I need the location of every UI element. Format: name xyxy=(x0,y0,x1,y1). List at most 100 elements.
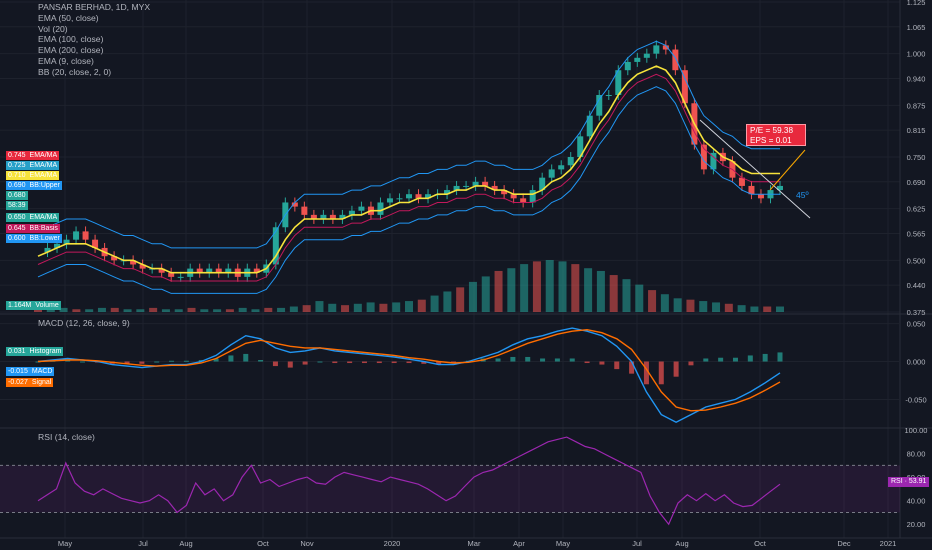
volume-bar xyxy=(468,281,477,312)
instrument-title[interactable]: PANSAR BERHAD, 1D, MYX xyxy=(38,2,151,12)
macd-pane[interactable] xyxy=(35,327,783,423)
macd-histogram-bar xyxy=(169,360,175,362)
candle-body xyxy=(130,260,137,265)
macd-title[interactable]: MACD (12, 26, close, 9) xyxy=(38,318,130,328)
candle-body xyxy=(653,45,660,54)
candle-body xyxy=(586,115,593,137)
candle-body xyxy=(329,214,336,219)
candle-body xyxy=(662,45,669,50)
macd-histogram-bar xyxy=(614,361,620,370)
macd-histogram-bar xyxy=(391,361,397,364)
price-label-value: 0.600 xyxy=(6,234,28,243)
candle-body xyxy=(482,181,489,186)
price-label-name: BB:Lower xyxy=(27,234,62,243)
rsi-pane[interactable] xyxy=(0,436,900,526)
candle-body xyxy=(348,210,355,215)
pe-text: P/E = 59.38 xyxy=(750,126,794,135)
volume-bar xyxy=(507,268,516,312)
indicator-ema100[interactable]: EMA (100, close) xyxy=(38,34,104,45)
price-label-name: Volume xyxy=(33,301,61,310)
candle-body xyxy=(139,264,146,269)
candle-body xyxy=(596,95,603,116)
macd-histogram-bar xyxy=(747,355,753,362)
volume-bar xyxy=(648,290,657,312)
macd-label: -0.015 MACD xyxy=(6,367,55,376)
macd-histogram-bar xyxy=(347,361,353,364)
eps-text: EPS = 0.01 xyxy=(750,136,792,145)
macd-histogram-bar xyxy=(673,361,679,377)
macd-label-value: -0.015 xyxy=(6,367,30,376)
macd-histogram-bar xyxy=(703,358,709,362)
macd-histogram-bar xyxy=(599,361,605,365)
candle-body xyxy=(567,157,574,166)
candle-body xyxy=(463,185,470,187)
macd-line xyxy=(37,327,781,423)
candle-body xyxy=(54,243,61,248)
y-tick-label: 0.875 xyxy=(907,101,926,110)
indicator-ema200[interactable]: EMA (200, close) xyxy=(38,45,104,56)
price-label: 1.164M Volume xyxy=(6,301,61,310)
price-label: 0.745 EMA/MA xyxy=(6,151,60,160)
volume-bar xyxy=(136,309,145,312)
indicator-bb[interactable]: BB (20, close, 2, 0) xyxy=(38,66,112,77)
macd-histogram-bar xyxy=(658,361,664,385)
volume-bar xyxy=(34,309,42,312)
candle-body xyxy=(681,70,688,104)
trend-line xyxy=(699,119,811,219)
macd-histogram-bar xyxy=(421,361,427,364)
price-label: 0.710 EMA/MA xyxy=(6,171,60,180)
x-tick-label: Jul xyxy=(138,539,148,548)
price-pane[interactable]: 45º xyxy=(37,40,811,294)
volume-bar xyxy=(110,307,119,312)
x-tick-label: Aug xyxy=(675,539,688,548)
candle-body xyxy=(310,214,317,219)
candle-body xyxy=(358,206,365,211)
volume-bar xyxy=(59,307,68,312)
candle-body xyxy=(624,61,631,71)
price-label-name: EMA/MA xyxy=(27,151,60,160)
volume-bar xyxy=(699,301,708,312)
volume-bar xyxy=(366,302,375,312)
candle-body xyxy=(710,152,717,170)
indicator-ema50[interactable]: EMA (50, close) xyxy=(38,12,99,23)
candle-body xyxy=(320,214,327,219)
volume-bar xyxy=(712,302,721,312)
indicator-vol[interactable]: Vol (20) xyxy=(38,23,68,34)
candle-body xyxy=(700,144,707,170)
volume-bar xyxy=(174,309,183,312)
price-label-value: 0.745 xyxy=(6,151,28,160)
macd-histogram-bar xyxy=(154,361,160,363)
y-tick-label: 1.065 xyxy=(907,23,926,32)
macd-histogram-bar xyxy=(376,361,382,364)
volume-bar xyxy=(481,276,490,312)
macd-histogram-bar xyxy=(139,361,145,364)
price-label: 58:39 xyxy=(6,201,28,210)
y-tick-label: 1.000 xyxy=(907,50,926,59)
macd-histogram-bar xyxy=(35,361,41,363)
x-tick-label: Oct xyxy=(754,539,767,548)
volume-bar xyxy=(494,270,503,312)
macd-histogram-bar xyxy=(406,361,412,364)
volume-bar xyxy=(686,299,695,312)
x-tick-label: Dec xyxy=(837,539,851,548)
y-tick-label: 0.440 xyxy=(907,281,926,290)
bb-lower-line xyxy=(37,86,780,294)
candle-body xyxy=(291,202,298,207)
candle-body xyxy=(301,206,308,215)
candle-body xyxy=(453,185,460,191)
candle-body xyxy=(548,169,555,178)
candle-body xyxy=(577,136,584,157)
volume-bar xyxy=(571,264,580,312)
candle-body xyxy=(73,231,80,240)
rsi-title[interactable]: RSI (14, close) xyxy=(38,432,95,442)
y-tick-label: 0.815 xyxy=(907,126,926,135)
axis-labels: May Jul Aug Oct Nov 2020 Mar Apr May Jul Aug Oct Dec… xyxy=(58,0,928,548)
macd-histogram-bar xyxy=(361,361,367,364)
macd-histogram-bar xyxy=(228,355,234,362)
macd-tick-label: 0.050 xyxy=(907,320,926,329)
indicator-ema9[interactable]: EMA (9, close) xyxy=(38,55,94,66)
macd-histogram-bar xyxy=(554,358,560,362)
volume-bar xyxy=(315,301,324,312)
